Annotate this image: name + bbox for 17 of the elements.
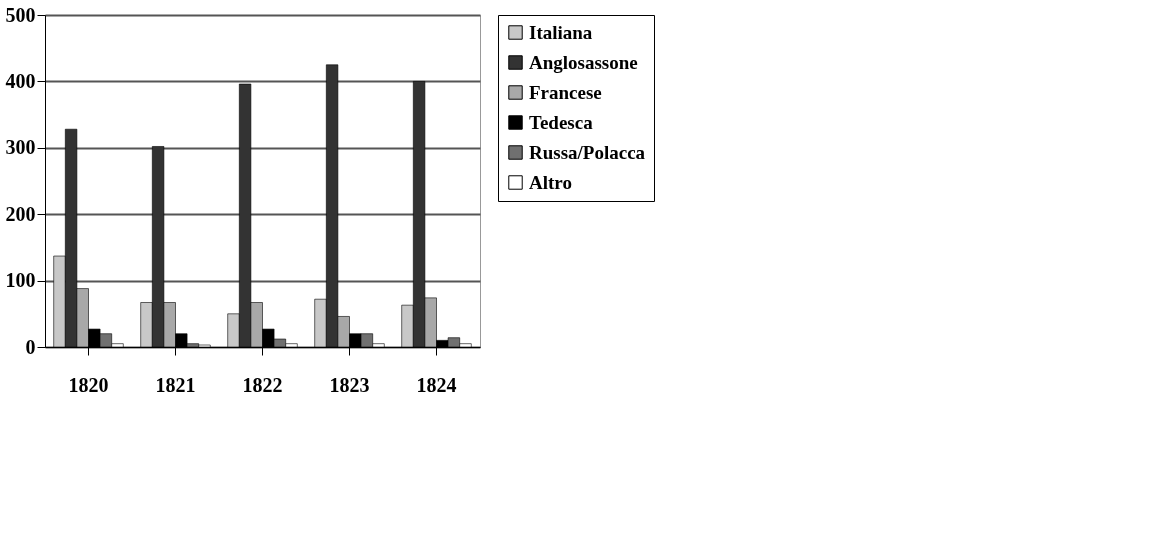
legend-label: Altro	[529, 171, 572, 193]
legend-label: Francese	[529, 81, 602, 103]
legend-label: Russa/Polacca	[529, 141, 646, 163]
x-tick-label: 1823	[329, 373, 370, 396]
y-tick-label: 200	[5, 202, 36, 225]
y-tick-label: 0	[25, 335, 36, 358]
y-tick-label: 300	[5, 136, 36, 159]
y-tick-label: 500	[5, 3, 36, 26]
x-tick-label: 1824	[416, 373, 457, 396]
x-tick-label: 1822	[242, 373, 283, 396]
legend-label: Tedesca	[529, 111, 594, 133]
x-tick-label: 1821	[155, 373, 196, 396]
x-tick-label: 1820	[68, 373, 109, 396]
y-tick-label: 100	[5, 269, 36, 292]
legend-label: Italiana	[529, 21, 593, 43]
legend-label: Anglosassone	[529, 51, 638, 73]
y-tick-label: 400	[5, 69, 36, 92]
